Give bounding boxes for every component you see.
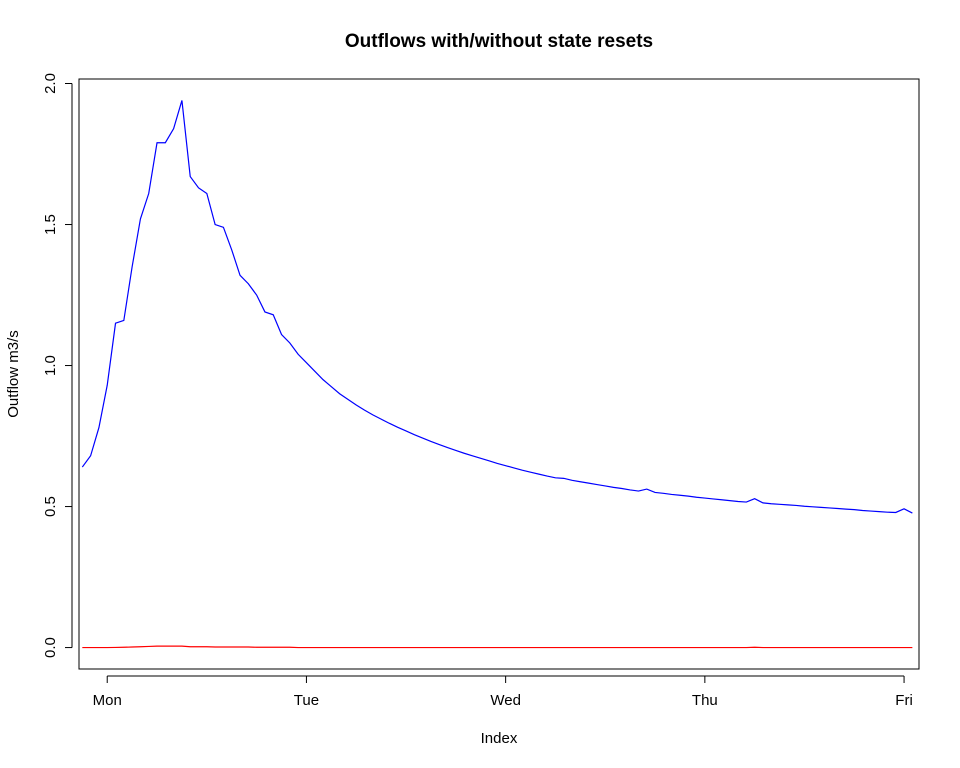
series-group xyxy=(81,100,913,649)
series-line-2 xyxy=(82,645,913,649)
y-tick-label: 2.0 xyxy=(42,73,59,94)
plot-frame xyxy=(78,78,920,670)
x-tick-label: Tue xyxy=(294,692,319,709)
y-tick-label: 1.5 xyxy=(42,214,59,235)
series-line-1 xyxy=(81,100,913,514)
x-tick-label: Wed xyxy=(490,692,521,709)
x-axis: Mon Tue Wed Thu Fri xyxy=(93,675,913,709)
y-axis: 0.0 0.5 1.0 1.5 2.0 xyxy=(42,73,73,658)
y-tick-label: 1.0 xyxy=(42,355,59,376)
y-axis-label: Outflow m3/s xyxy=(5,330,22,418)
x-axis-label: Index xyxy=(481,730,518,747)
x-tick-label: Thu xyxy=(692,692,718,709)
x-tick-label: Mon xyxy=(93,692,122,709)
x-tick-label: Fri xyxy=(895,692,913,709)
chart-title: Outflows with/without state resets xyxy=(345,31,653,52)
y-tick-label: 0.0 xyxy=(42,637,59,658)
y-tick-label: 0.5 xyxy=(42,496,59,517)
